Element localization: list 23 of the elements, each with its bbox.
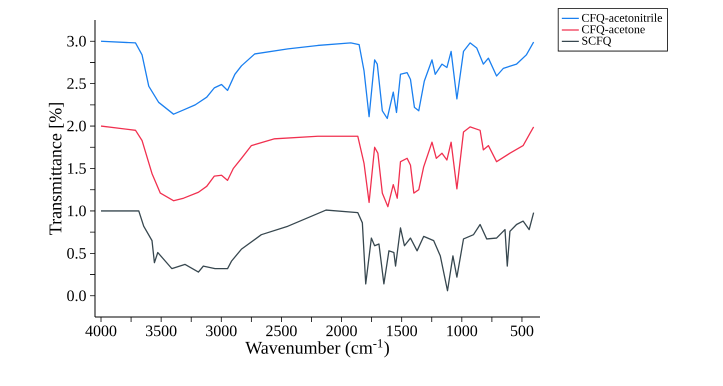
legend-label: SCFQ <box>582 36 612 47</box>
x-tick-label: 3500 <box>146 326 176 336</box>
y-tick-label: 0.5 <box>67 248 86 259</box>
y-tick-label: 2.0 <box>67 120 86 132</box>
x-tick-label: 1500 <box>387 326 418 336</box>
y-tick-label: 3.0 <box>67 36 86 47</box>
x-tick-label: 1000 <box>447 326 478 336</box>
y-tick-label: 1.5 <box>68 163 86 174</box>
y-tick-label: 2.5 <box>67 78 86 90</box>
x-tick-label: 500 <box>510 326 534 336</box>
y-tick-label: 0.0 <box>67 290 86 302</box>
x-tick-label: 2000 <box>326 326 357 336</box>
x-tick-label: 2500 <box>266 326 297 336</box>
legend-label: CFQ-acetone <box>582 25 645 36</box>
line-series <box>100 209 534 292</box>
x-tick-label: 3000 <box>206 326 237 336</box>
line-series <box>100 125 534 208</box>
x-tick-label: 4000 <box>85 326 116 336</box>
legend-label: CFQ-acetonitrile <box>582 14 662 24</box>
line-series <box>100 40 534 120</box>
y-axis-title: Transmittance [%] <box>48 103 64 235</box>
x-axis-title: Wavenumber (cm$^{-1}$) <box>245 339 389 358</box>
y-tick-label: 1.0 <box>68 206 86 216</box>
